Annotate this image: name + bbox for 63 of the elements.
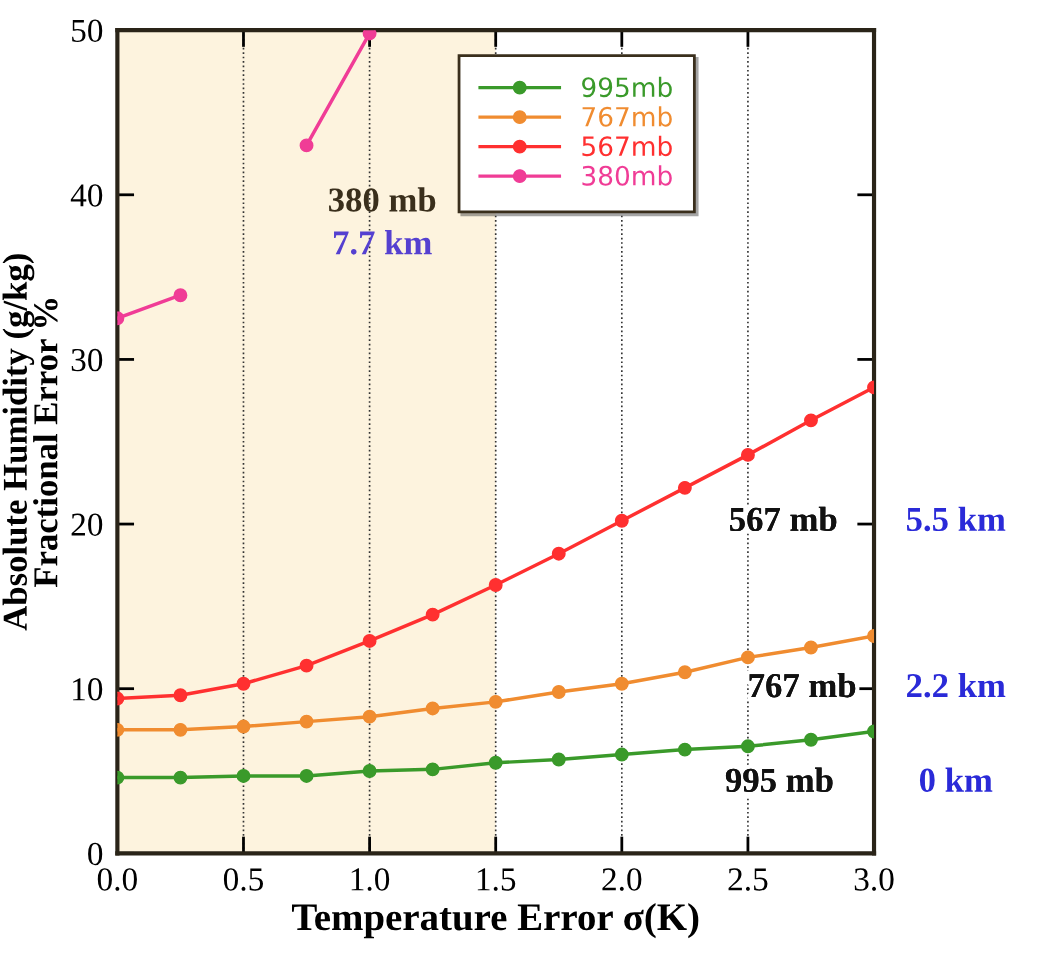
point — [236, 676, 251, 691]
y-tick-label: 30 — [71, 348, 103, 372]
point — [677, 742, 692, 757]
x-tick-label: 1.5 — [477, 868, 516, 891]
y-tick-label: 20 — [71, 513, 103, 536]
y-tick-label: 40 — [70, 184, 103, 207]
text: 0 km — [919, 767, 993, 793]
point — [362, 634, 377, 648]
point — [362, 709, 377, 724]
annotation: 767 mb — [749, 672, 856, 698]
point — [551, 546, 566, 561]
point — [614, 513, 629, 528]
annotation: 7.7 km — [334, 230, 432, 255]
legend-label: 995mb — [582, 76, 672, 98]
point — [425, 701, 440, 716]
y-tick-label: 0 — [88, 842, 103, 866]
point — [425, 762, 440, 777]
point — [173, 688, 188, 703]
point — [362, 764, 377, 778]
annotation: 567 mb — [730, 506, 837, 532]
point — [614, 747, 629, 762]
text: 2.2 km — [907, 672, 1006, 698]
y-tick-label: 50 — [72, 19, 103, 43]
legend-label: 767mb — [582, 106, 672, 127]
point — [425, 607, 440, 622]
point — [740, 739, 755, 754]
x-tick-label: 2.5 — [728, 868, 768, 891]
point — [614, 676, 629, 691]
point — [299, 768, 314, 783]
point — [804, 640, 818, 655]
point — [236, 719, 251, 734]
x-tick-label: 3.0 — [854, 868, 894, 891]
point — [299, 714, 314, 729]
point — [551, 685, 566, 699]
point — [488, 755, 503, 770]
point — [677, 480, 692, 495]
point — [236, 768, 251, 783]
legend-label: 567mb — [582, 135, 672, 157]
point — [299, 138, 314, 153]
y-tick-label: 10 — [73, 678, 103, 701]
x-tick-label: 0.0 — [97, 868, 137, 891]
point — [362, 30, 377, 41]
annotation: 995 mb — [725, 767, 833, 793]
point — [299, 658, 314, 673]
x-tick-label: 0.5 — [223, 868, 264, 891]
point — [173, 770, 188, 785]
text: 5.5 km — [906, 506, 1006, 532]
point — [740, 447, 755, 462]
legend-label: 380mb — [582, 165, 672, 186]
point — [488, 694, 503, 709]
point — [173, 288, 188, 303]
x-axis-title: Temperature Error σ(K) — [292, 902, 699, 939]
point — [488, 578, 503, 592]
point — [551, 752, 566, 767]
x-tick-label: 2.0 — [602, 868, 642, 891]
annotation: 380 mb — [329, 187, 436, 212]
x-tick-label: 1.0 — [351, 868, 390, 891]
point — [740, 650, 755, 665]
point — [173, 722, 188, 737]
point — [804, 732, 818, 747]
y-axis-title: Absolute Humidity (g/kg) Fractional Error % — [2, 254, 58, 631]
point — [804, 413, 818, 428]
point — [677, 665, 692, 680]
